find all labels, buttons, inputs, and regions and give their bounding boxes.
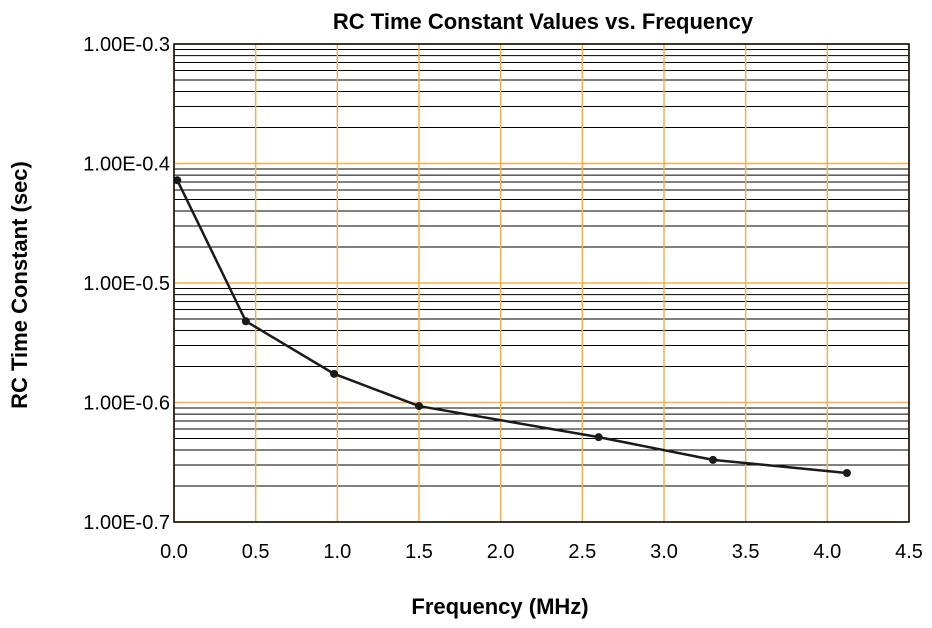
chart-title: RC Time Constant Values vs. Frequency: [333, 9, 754, 34]
data-point: [241, 317, 250, 326]
y-tick-label: 1.00E-0.4: [83, 154, 170, 176]
series-layer: [173, 176, 851, 478]
x-tick-label: 1.0: [323, 541, 351, 563]
data-point: [709, 455, 717, 464]
x-tick-label: 2.5: [568, 541, 596, 563]
x-tick-label: 0.5: [242, 541, 270, 563]
plot-frame: [173, 43, 910, 523]
x-tick-label: 3.0: [650, 541, 678, 563]
y-tick-label: 1.00E-0.6: [83, 393, 170, 415]
y-tick-label: 1.00E-0.7: [83, 512, 170, 534]
data-point: [415, 402, 423, 411]
x-tick-label: 4.0: [813, 541, 841, 563]
y-tick-label: 1.00E-0.3: [83, 34, 170, 56]
x-tick-label: 3.5: [732, 541, 760, 563]
x-tick-label: 4.5: [895, 541, 923, 563]
data-point: [842, 469, 851, 478]
x-tick-label: 2.0: [487, 541, 515, 563]
axis-layer: 1.00E-0.31.00E-0.41.00E-0.51.00E-0.61.00…: [83, 34, 923, 563]
data-point: [594, 433, 603, 442]
x-tick-label: 1.5: [405, 541, 433, 563]
data-point: [330, 369, 339, 378]
grid-lines: [173, 43, 910, 523]
x-axis-label: Frequency (MHz): [411, 594, 588, 619]
x-tick-label: 0.0: [160, 541, 188, 563]
y-axis-label: RC Time Constant (sec): [7, 161, 32, 409]
data-point: [173, 176, 182, 185]
y-tick-label: 1.00E-0.5: [83, 273, 170, 295]
